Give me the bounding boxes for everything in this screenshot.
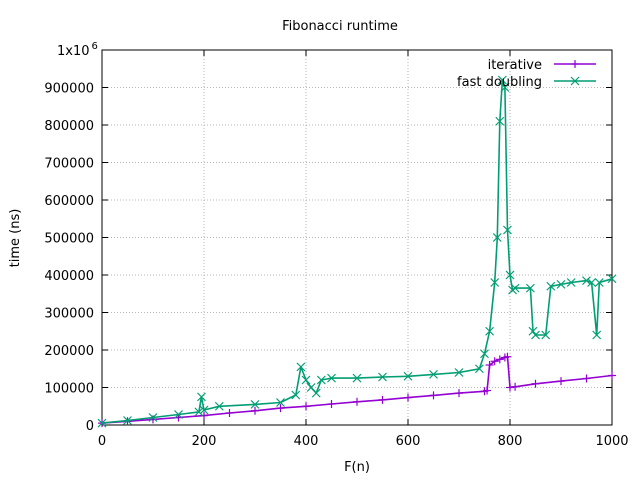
y-tick-label: 300000 (44, 307, 94, 322)
y-tick-label: 800000 (44, 119, 94, 134)
data-point-fast-doubling (531, 330, 540, 340)
data-point-iterative (582, 374, 591, 383)
legend: iterative fast doubling (457, 58, 596, 90)
data-point-iterative (276, 404, 285, 413)
data-point-fast-doubling (454, 368, 464, 377)
data-point-fast-doubling (505, 270, 515, 280)
data-point-fast-doubling (500, 83, 510, 92)
data-point-fast-doubling (199, 405, 209, 415)
data-point-fast-doubling (148, 413, 158, 422)
x-tick-label: 200 (192, 434, 217, 449)
data-point-iterative (490, 357, 499, 366)
x-axis-label: F(n) (344, 460, 370, 475)
data-point-iterative (353, 397, 361, 406)
data-point-fast-doubling (316, 375, 326, 385)
data-point-fast-doubling (429, 369, 438, 379)
x-tick-label: 400 (294, 434, 319, 449)
y-tick-label: 100000 (44, 382, 94, 397)
data-point-fast-doubling (566, 278, 576, 287)
data-point-fast-doubling (352, 373, 362, 383)
legend-label-fast-doubling: fast doubling (457, 75, 542, 90)
data-point-iterative (608, 371, 616, 380)
chart-title: Fibonacci runtime (282, 19, 398, 34)
y-axis-ticks: 0 100000 200000 300000 400000 500000 600000 700… (44, 49, 612, 434)
data-point-iterative (327, 400, 336, 408)
data-point-iterative (378, 395, 387, 404)
series-line-fast-doubling (101, 79, 613, 424)
y-tick-label: 500000 (44, 232, 94, 247)
data-point-iterative (302, 402, 310, 411)
data-point-fast-doubling (291, 390, 301, 400)
data-point-fast-doubling (497, 75, 507, 85)
data-point-fast-doubling (594, 278, 604, 287)
data-point-iterative (404, 393, 412, 402)
data-point-iterative (200, 411, 208, 420)
data-point-fast-doubling (556, 279, 566, 289)
data-point-fast-doubling (592, 330, 602, 340)
data-point-fast-doubling (587, 278, 597, 287)
data-point-fast-doubling (123, 416, 132, 425)
x-tick-label: 0 (98, 434, 106, 449)
data-point-fast-doubling (495, 116, 505, 126)
data-point-fast-doubling (490, 278, 500, 287)
data-point-fast-doubling (296, 362, 306, 372)
data-point-iterative (483, 386, 492, 395)
data-point-iterative (225, 409, 234, 417)
y-tick-label: 900000 (44, 82, 94, 97)
data-series (97, 75, 617, 428)
data-point-iterative (485, 361, 494, 369)
data-point-iterative (429, 391, 438, 400)
y-axis-label: time (ns) (8, 209, 23, 268)
data-point-fast-doubling (492, 233, 502, 242)
data-point-fast-doubling (480, 349, 489, 359)
x-tick-label: 800 (498, 434, 523, 449)
x-axis-ticks: 0 200 400 600 800 1000 (98, 50, 629, 449)
y-tick-label: 400000 (44, 269, 94, 284)
x-tick-label: 1000 (595, 434, 628, 449)
data-point-fast-doubling (276, 398, 285, 407)
data-point-fast-doubling (607, 274, 617, 284)
data-point-iterative (251, 406, 259, 415)
data-point-iterative (557, 377, 565, 386)
data-point-fast-doubling (541, 330, 551, 340)
data-point-iterative (495, 355, 504, 364)
data-point-fast-doubling (403, 371, 413, 381)
data-point-iterative (506, 383, 514, 392)
data-point-fast-doubling (503, 225, 512, 235)
data-point-fast-doubling (327, 373, 336, 383)
data-point-fast-doubling (546, 281, 556, 291)
data-point-fast-doubling (510, 283, 520, 293)
legend-marker-fast-doubling (570, 76, 580, 86)
y-tick-label: 700000 (44, 157, 94, 172)
legend-marker-iterative (571, 60, 579, 68)
data-point-fast-doubling (528, 326, 538, 336)
data-point-fast-doubling (485, 326, 495, 336)
data-point-fast-doubling (378, 372, 387, 382)
data-point-fast-doubling (197, 392, 206, 402)
data-point-iterative (511, 382, 520, 391)
y-tick-label: 0 (86, 419, 94, 434)
data-point-fast-doubling (525, 283, 535, 293)
x-tick-label: 600 (396, 434, 421, 449)
data-point-fast-doubling (194, 407, 204, 417)
grid-lines (102, 50, 612, 425)
legend-label-iterative: iterative (488, 58, 542, 73)
data-point-fast-doubling (214, 401, 224, 411)
data-point-fast-doubling (250, 399, 260, 409)
data-point-fast-doubling (582, 276, 591, 286)
y-tick-label: 200000 (44, 344, 94, 359)
data-point-iterative (503, 352, 512, 361)
y-top-tick-label: 1x10 6 (57, 41, 98, 59)
data-point-fast-doubling (174, 410, 183, 419)
data-point-fast-doubling (97, 418, 107, 428)
data-point-fast-doubling (474, 364, 484, 374)
data-point-iterative (531, 379, 540, 388)
y-tick-label: 600000 (44, 194, 94, 209)
data-point-fast-doubling (301, 375, 311, 385)
data-point-fast-doubling (311, 388, 321, 398)
data-point-iterative (455, 389, 463, 398)
